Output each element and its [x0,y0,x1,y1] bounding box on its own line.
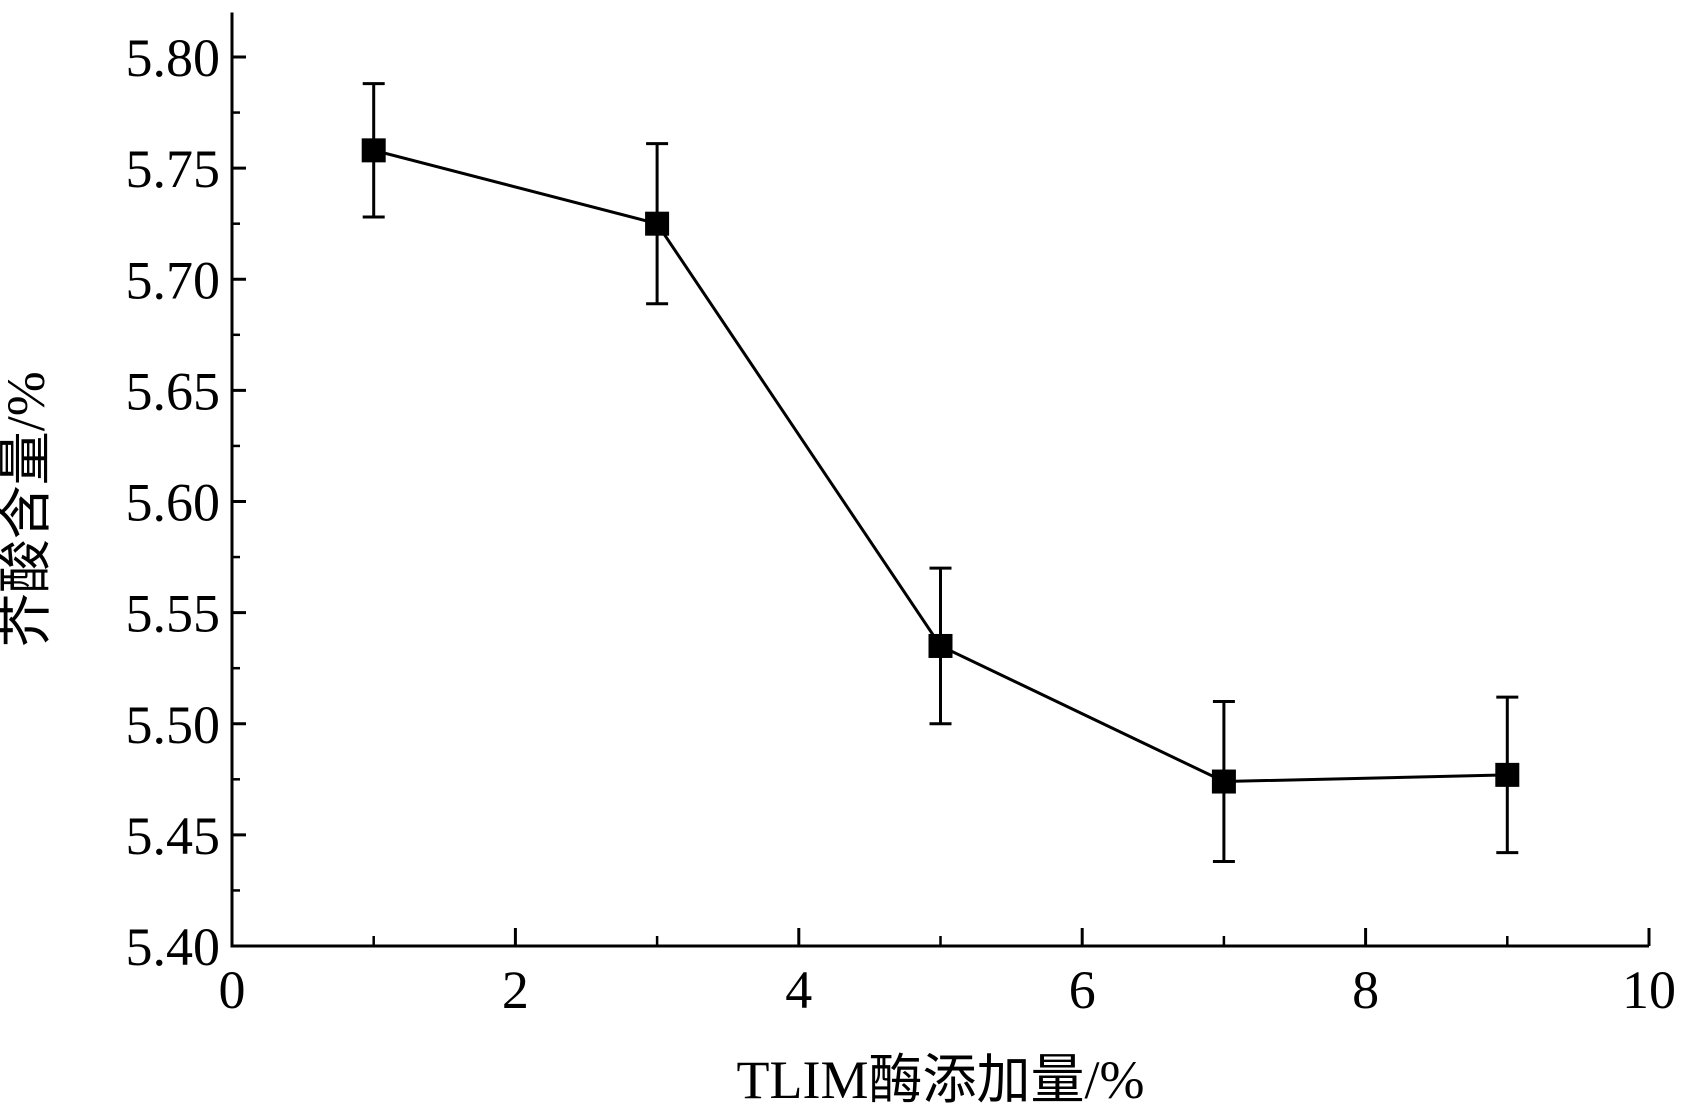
y-tick-label: 5.75 [126,139,221,199]
y-tick-label: 5.40 [126,917,221,977]
ticks [230,55,1651,948]
x-tick-label: 2 [502,960,529,1020]
x-axis-title: TLIM酶添加量/% [737,1050,1145,1110]
y-tick-label: 5.70 [126,250,221,310]
y-tick-label: 5.50 [126,695,221,755]
data-point-marker [1495,762,1520,787]
y-tick-label: 5.60 [126,473,221,533]
data-point-marker [928,633,953,658]
y-tick-label: 5.45 [126,806,221,866]
axes [230,12,1649,948]
y-axis-title: 芥酸含量/% [0,371,56,647]
series [361,82,1520,864]
y-tick-label: 5.55 [126,584,221,644]
x-tick-label: 6 [1069,960,1096,1020]
x-tick-label: 4 [785,960,812,1020]
data-point-marker [1211,769,1236,794]
data-point-marker [645,211,670,236]
data-point-marker [361,138,386,163]
x-tick-label: 0 [219,960,246,1020]
y-tick-label: 5.65 [126,361,221,421]
x-tick-label: 8 [1352,960,1379,1020]
y-tick-label: 5.80 [126,28,221,88]
tick-labels: 5.40 5.45 5.50 5.55 5.60 5.65 5.70 5.75 5.80 0 2 4 6… [126,28,1677,1020]
x-tick-label: 10 [1622,960,1676,1020]
